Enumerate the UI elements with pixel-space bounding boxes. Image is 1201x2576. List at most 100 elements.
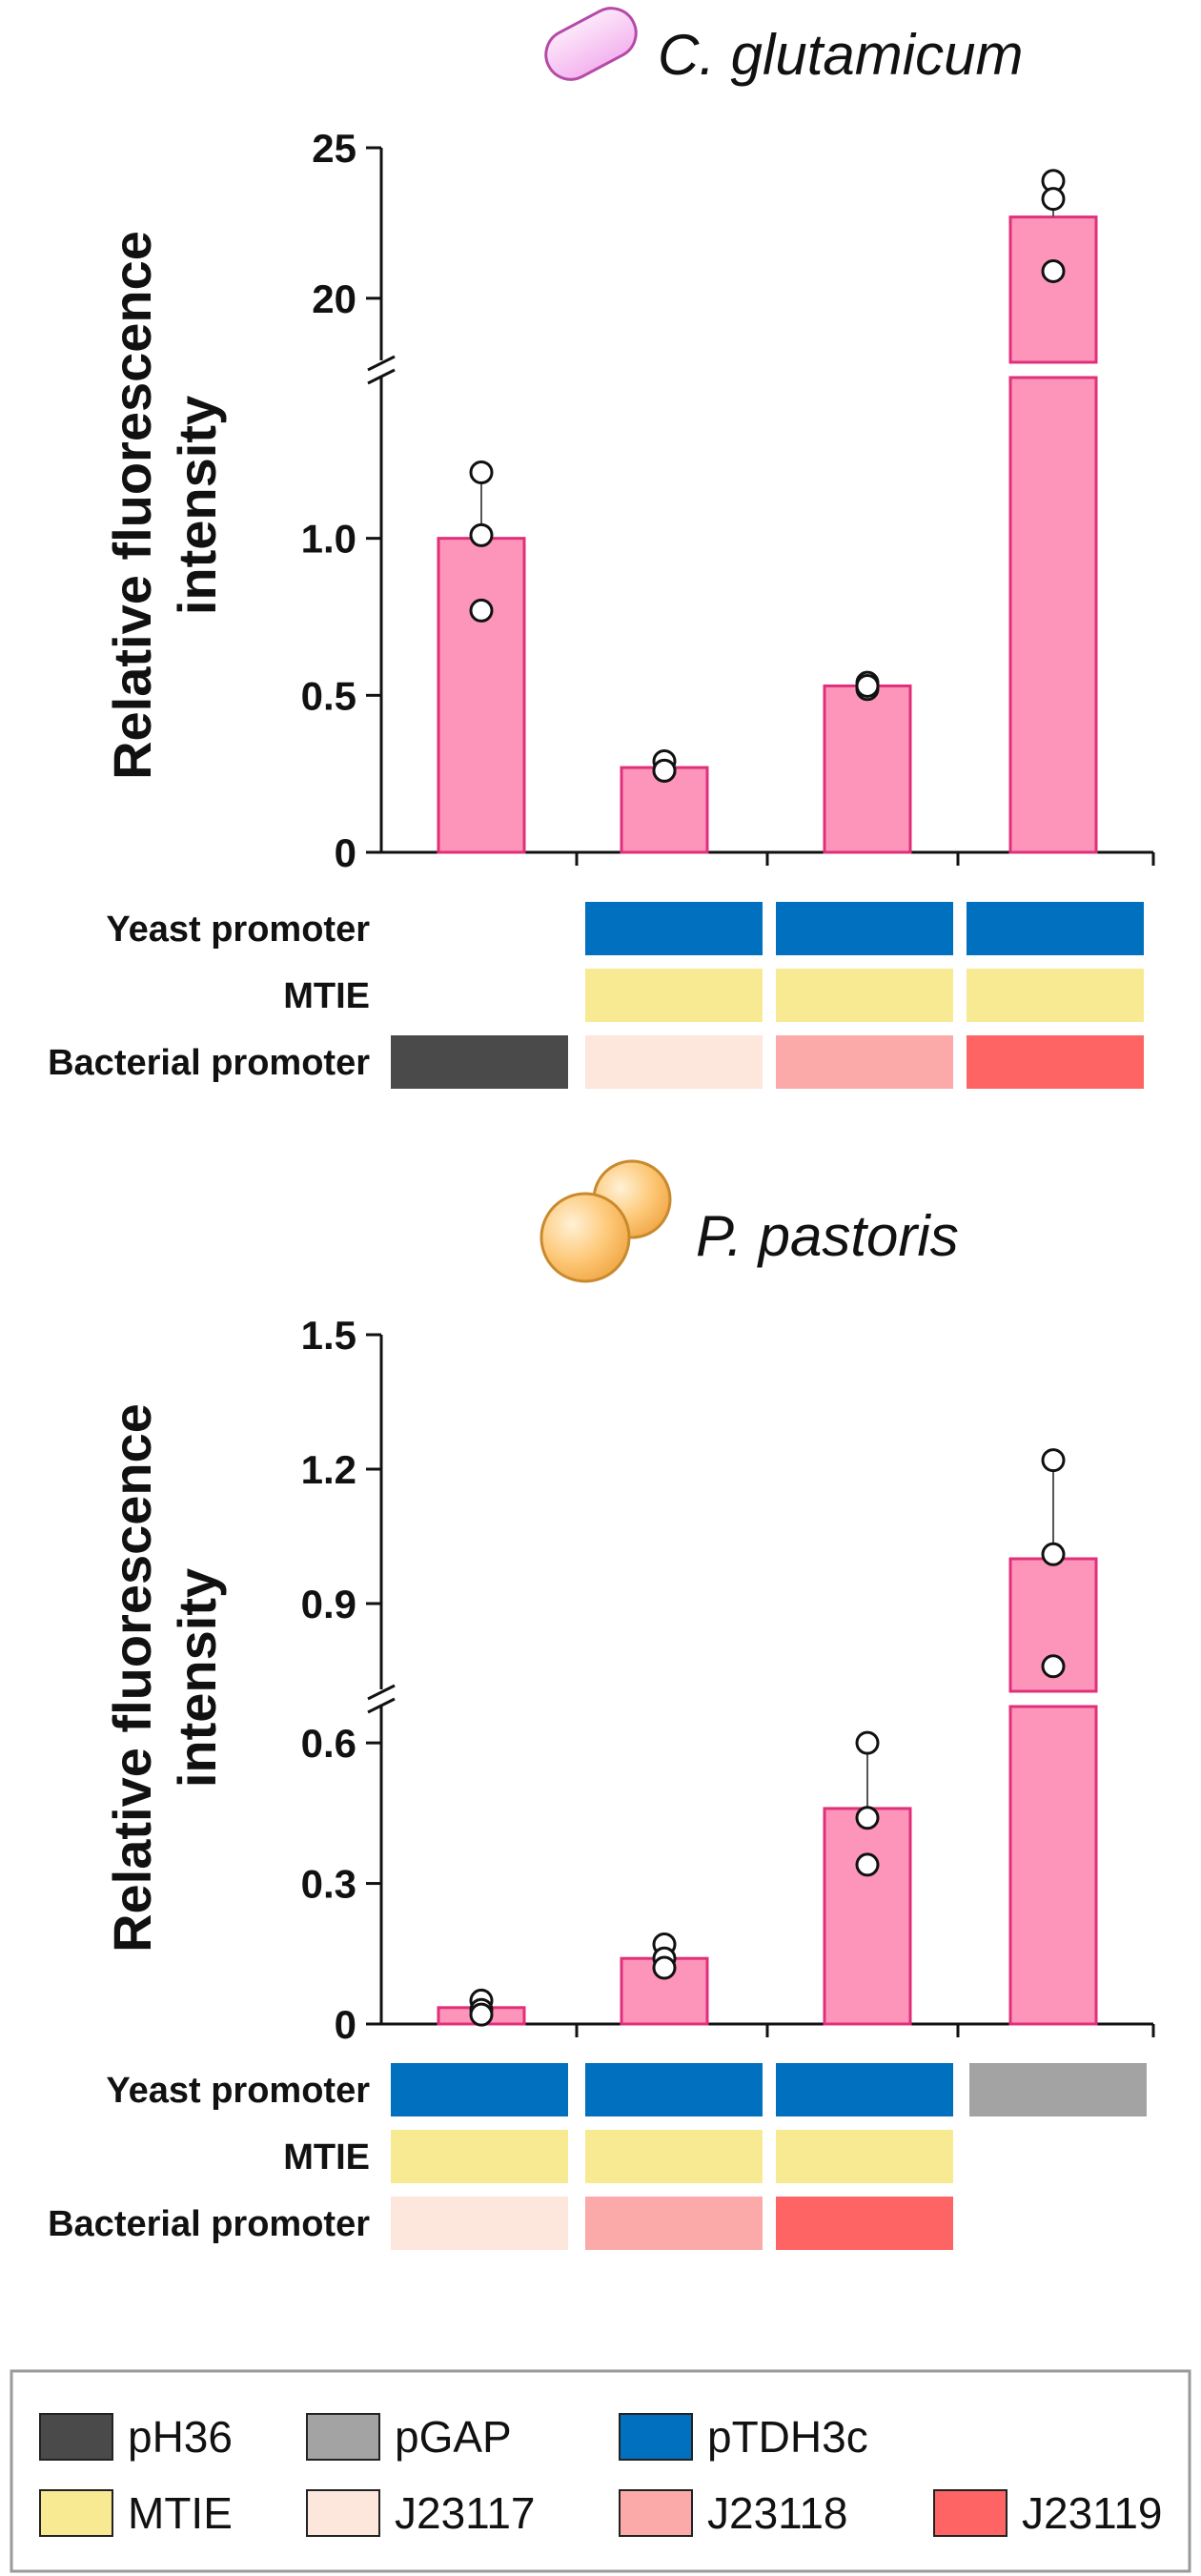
construct-cell: [776, 2130, 953, 2183]
construct-cell: [585, 969, 763, 1022]
legend-label: MTIE: [128, 2488, 233, 2538]
construct-cell: [391, 2063, 568, 2116]
bar: [823, 1807, 912, 2026]
legend-item: J23118: [619, 2488, 848, 2538]
legend-swatch: [39, 2489, 113, 2537]
data-point: [855, 1852, 880, 1877]
bar-group: [437, 460, 526, 854]
y-tick-label: 0.3: [301, 1862, 356, 1907]
construct-cell: [967, 1035, 1144, 1089]
legend-label: J23117: [395, 2488, 536, 2538]
legend: pH36 pGAP pTDH3c MTIE J23117 J23118 J23119: [10, 2369, 1191, 2573]
plot-area: 0 0.3 0.6 0.9 1.2 1.5: [301, 1313, 1155, 2047]
construct-cell: [585, 2130, 763, 2183]
legend-frame: [10, 2369, 1191, 2573]
row-label: Yeast promoter: [106, 910, 370, 950]
y-axis: 0 0.5 1.0 20 25: [301, 126, 396, 875]
data-point: [469, 598, 494, 623]
axis-break-mark: [367, 1697, 396, 1714]
legend-item: J23117: [306, 2488, 536, 2538]
bar-group: [620, 1932, 709, 2026]
construct-cell: [776, 1035, 953, 1089]
data-point: [469, 522, 494, 547]
construct-cell: [969, 2063, 1147, 2116]
data-point: [855, 1730, 880, 1755]
legend-swatch: [306, 2489, 380, 2537]
construct-cell: [391, 1035, 568, 1089]
row-label: MTIE: [283, 2137, 370, 2177]
data-point: [1041, 258, 1066, 283]
y-axis-label-line-1: Relative fluorescence: [102, 1403, 162, 1952]
panel-c-glutamicum: C. glutamicum Relative fluorescence inte…: [48, 7, 1155, 1089]
bar-lower-segment: [1008, 376, 1098, 854]
legend-label: J23119: [1022, 2488, 1163, 2538]
bar-group: [437, 1988, 526, 2027]
y-axis-label-line-1: Relative fluorescence: [102, 231, 162, 780]
chart-title: C. glutamicum: [658, 23, 1023, 87]
construct-row: Yeast promoter: [106, 902, 1144, 955]
row-label: Yeast promoter: [106, 2071, 370, 2111]
y-tick-label: 1.0: [301, 517, 356, 562]
data-point: [469, 460, 494, 485]
data-point: [855, 1806, 880, 1830]
y-tick-label: 0: [335, 2002, 356, 2047]
legend-label: J23118: [707, 2488, 848, 2538]
legend-swatch: [933, 2489, 1008, 2537]
construct-cell: [776, 2063, 953, 2116]
panel-p-pastoris: P. pastoris Relative fluorescence intens…: [48, 1159, 1155, 2250]
data-point: [1041, 1654, 1066, 1679]
bar-group: [1008, 169, 1098, 854]
construct-cell: [585, 902, 763, 955]
legend-item: pGAP: [306, 2412, 512, 2462]
row-label: MTIE: [283, 976, 370, 1016]
data-point: [855, 673, 880, 698]
data-point: [1041, 1448, 1066, 1473]
construct-row: Yeast promoter: [106, 2063, 1147, 2116]
y-tick-label: 25: [312, 126, 356, 171]
bar-group: [620, 748, 709, 854]
data-point: [652, 758, 677, 783]
data-point: [469, 2002, 494, 2027]
data-point: [652, 1955, 677, 1980]
y-tick-label: 20: [312, 276, 356, 321]
data-point: [1041, 187, 1066, 212]
construct-cell: [585, 2063, 763, 2116]
legend-item: MTIE: [39, 2488, 233, 2538]
y-axis: 0 0.3 0.6 0.9 1.2 1.5: [301, 1313, 396, 2047]
plot-area: 0 0.5 1.0 20 25: [301, 126, 1155, 875]
legend-item: J23119: [933, 2488, 1163, 2538]
construct-cell: [967, 969, 1144, 1022]
legend-label: pTDH3c: [707, 2412, 868, 2462]
y-axis-label-line-2: intensity: [167, 1568, 227, 1788]
row-label: Bacterial promoter: [48, 1043, 370, 1083]
axis-break-mark: [367, 368, 396, 385]
legend-label: pGAP: [395, 2412, 512, 2462]
y-tick-label: 1.2: [301, 1447, 356, 1492]
y-axis-label-line-2: intensity: [167, 396, 227, 615]
bar-group: [823, 1730, 912, 2026]
bar-group: [1008, 1448, 1098, 2026]
row-label: Bacterial promoter: [48, 2204, 370, 2244]
y-tick-label: 0: [335, 830, 356, 875]
bar: [823, 684, 912, 854]
construct-cell: [391, 2197, 568, 2250]
construct-row: Bacterial promoter: [48, 2197, 953, 2250]
y-tick-label: 0.9: [301, 1582, 356, 1626]
legend-swatch: [619, 2413, 693, 2461]
construct-table: Yeast promoter MTIE Bacterial promoter: [48, 2063, 1147, 2250]
y-tick-label: 0.6: [301, 1721, 356, 1766]
legend-swatch: [39, 2413, 113, 2461]
construct-cell: [776, 2197, 953, 2250]
axis-break-mark: [367, 355, 396, 372]
bar-group: [823, 670, 912, 854]
y-tick-label: 0.5: [301, 673, 356, 718]
construct-row: MTIE: [283, 2130, 953, 2183]
construct-cell: [776, 969, 953, 1022]
construct-cell: [776, 902, 953, 955]
chart-title: P. pastoris: [696, 1204, 959, 1268]
bar-lower-segment: [1008, 1705, 1098, 2026]
bar: [437, 537, 526, 854]
construct-row: MTIE: [283, 969, 1144, 1022]
axis-break-mark: [367, 1684, 396, 1701]
